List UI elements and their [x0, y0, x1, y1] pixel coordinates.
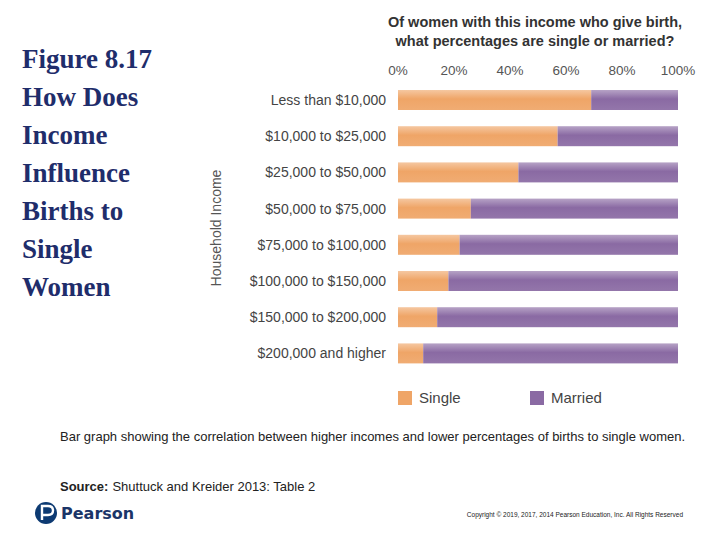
x-tick-label: 0%	[388, 63, 408, 78]
bar	[437, 307, 678, 327]
y-axis-label: Household Income	[208, 169, 224, 286]
category-label: $150,000 to $200,000	[250, 309, 386, 325]
chart: Pearson Of women with this income who giv…	[0, 0, 720, 540]
bar	[398, 307, 437, 327]
caption: Bar graph showing the correlation betwee…	[60, 428, 692, 445]
bar	[448, 271, 678, 291]
source-text: Shuttuck and Kreider 2013: Table 2	[112, 479, 315, 494]
category-label: $200,000 and higher	[258, 345, 387, 361]
bar	[398, 343, 423, 363]
bar	[398, 162, 518, 182]
source: Source: Shuttuck and Kreider 2013: Table …	[60, 479, 315, 494]
chart-title: Of women with this income who give birth…	[388, 14, 682, 49]
category-label: $50,000 to $75,000	[265, 201, 386, 217]
legend-swatch	[530, 391, 544, 405]
bar	[471, 199, 678, 219]
x-tick-label: 100%	[661, 63, 696, 78]
source-label: Source:	[60, 479, 108, 494]
category-label: $100,000 to $150,000	[250, 273, 386, 289]
legend-swatch	[398, 391, 412, 405]
logo-text: Pearson	[61, 504, 134, 523]
logo-glyph	[42, 506, 53, 520]
category-label: Less than $10,000	[271, 92, 386, 108]
bars	[398, 90, 678, 363]
category-label: $10,000 to $25,000	[265, 128, 386, 144]
bar	[398, 235, 460, 255]
legend: Single Married	[398, 389, 602, 406]
legend-label: Married	[551, 389, 602, 406]
slide-title: Figure 8.17 How Does Income Influence Bi…	[22, 40, 167, 306]
bar	[398, 199, 471, 219]
x-tick-label: 60%	[552, 63, 579, 78]
bar	[398, 90, 591, 110]
bar	[591, 90, 678, 110]
bar	[398, 126, 558, 146]
logo: Pearson	[35, 502, 134, 524]
category-label: $75,000 to $100,000	[258, 237, 387, 253]
logo-badge	[35, 502, 57, 524]
bar	[398, 271, 448, 291]
copyright: Copyright © 2019, 2017, 2014 Pearson Edu…	[467, 511, 683, 518]
slide: Figure 8.17 How Does Income Influence Bi…	[0, 0, 720, 540]
bar	[423, 343, 678, 363]
x-tick-label: 40%	[496, 63, 523, 78]
bar	[518, 162, 678, 182]
x-tick-label: 20%	[440, 63, 467, 78]
bar	[460, 235, 678, 255]
bar	[558, 126, 678, 146]
category-label: $25,000 to $50,000	[265, 164, 386, 180]
x-tick-label: 80%	[608, 63, 635, 78]
legend-label: Single	[419, 389, 461, 406]
